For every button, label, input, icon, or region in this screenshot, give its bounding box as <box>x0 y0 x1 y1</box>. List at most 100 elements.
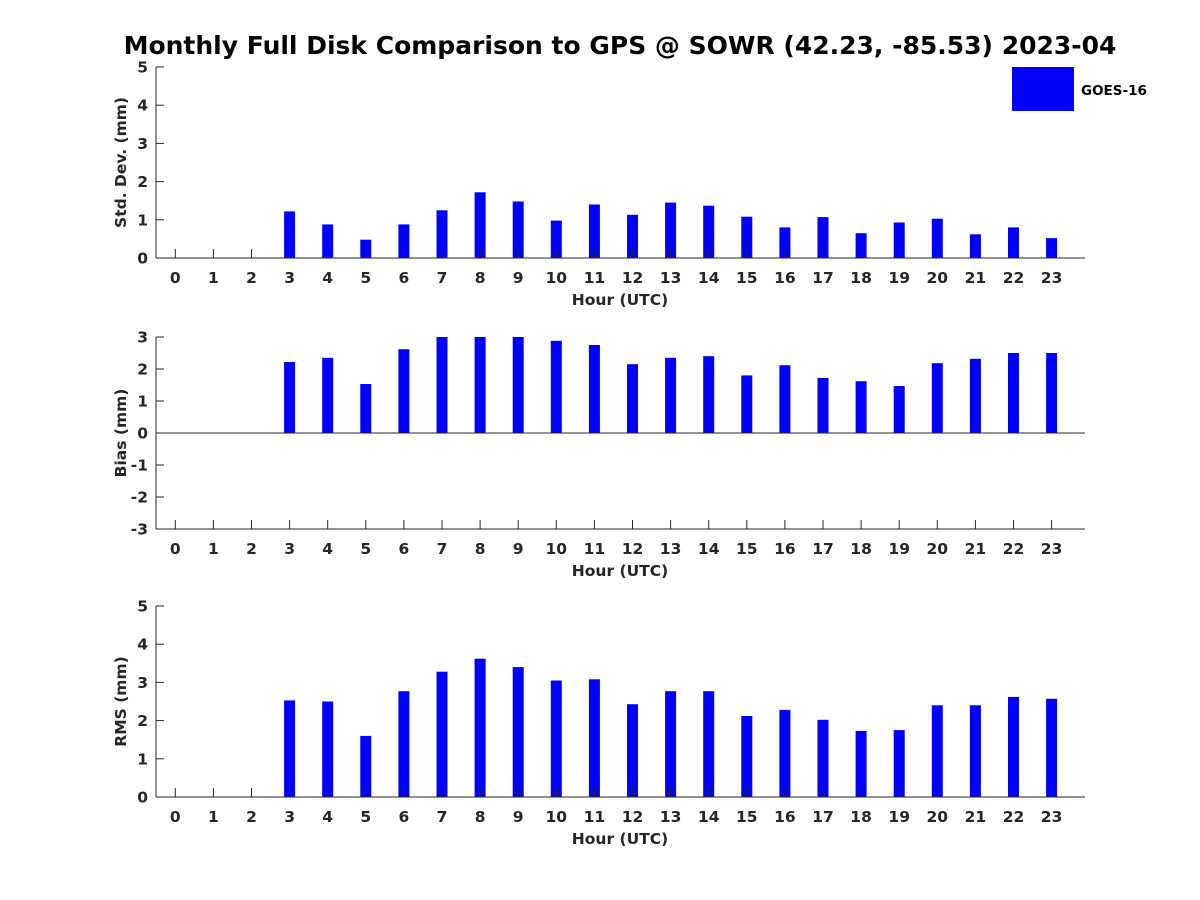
bar <box>741 716 753 797</box>
x-tick-label: 5 <box>360 269 371 287</box>
x-tick-label: 5 <box>360 808 371 826</box>
bar <box>474 337 486 433</box>
bar <box>550 680 562 797</box>
y-tick-label: 1 <box>137 211 148 229</box>
bar <box>284 700 296 797</box>
x-tick-label: 6 <box>399 269 410 287</box>
bar <box>703 691 715 797</box>
bar <box>893 386 905 433</box>
x-tick-label: 20 <box>927 269 949 287</box>
y-tick-label: 3 <box>137 674 148 692</box>
x-tick-label: 11 <box>584 808 606 826</box>
bar <box>512 667 524 797</box>
x-tick-label: 16 <box>774 540 796 558</box>
y-tick-label: 5 <box>137 59 148 77</box>
x-tick-label: 19 <box>888 269 910 287</box>
bar <box>627 704 638 797</box>
x-tick-label: 18 <box>850 808 872 826</box>
x-tick-label: 11 <box>584 269 606 287</box>
bar <box>817 378 829 433</box>
legend-swatch <box>1012 67 1074 111</box>
bar <box>855 381 867 433</box>
bar <box>665 357 677 433</box>
x-tick-label: 21 <box>965 808 987 826</box>
bar <box>284 211 296 258</box>
bar <box>969 705 981 797</box>
x-tick-label: 16 <box>774 808 796 826</box>
bar <box>322 357 334 433</box>
y-axis-label: Bias (mm) <box>112 389 130 478</box>
x-tick-label: 4 <box>322 540 333 558</box>
x-tick-label: 7 <box>437 540 448 558</box>
x-tick-label: 1 <box>208 540 219 558</box>
x-tick-label: 18 <box>850 540 872 558</box>
x-tick-label: 12 <box>622 808 644 826</box>
x-tick-label: 0 <box>170 808 181 826</box>
y-tick-label: 1 <box>137 393 148 411</box>
legend-label: GOES-16 <box>1081 83 1147 99</box>
bar <box>627 214 638 258</box>
x-tick-label: 8 <box>475 540 486 558</box>
bar <box>474 192 486 258</box>
bar <box>588 204 600 258</box>
x-tick-label: 18 <box>850 269 872 287</box>
x-tick-label: 23 <box>1041 540 1063 558</box>
bar <box>741 375 753 433</box>
y-tick-label: 5 <box>137 598 148 616</box>
bar <box>931 218 943 258</box>
x-tick-label: 16 <box>774 269 796 287</box>
x-tick-label: 11 <box>584 540 606 558</box>
x-tick-label: 23 <box>1041 269 1063 287</box>
bar <box>931 363 943 433</box>
bar <box>703 356 715 433</box>
x-tick-label: 1 <box>208 808 219 826</box>
x-tick-label: 2 <box>246 808 257 826</box>
y-tick-label: 3 <box>137 135 148 153</box>
y-tick-label: -1 <box>131 457 148 475</box>
x-tick-label: 10 <box>546 269 568 287</box>
bar <box>1008 227 1019 258</box>
x-tick-label: 21 <box>965 269 987 287</box>
y-tick-label: 2 <box>137 712 148 730</box>
bar <box>360 239 372 258</box>
bar <box>588 679 600 797</box>
y-axis-label: RMS (mm) <box>112 656 130 746</box>
y-tick-label: 2 <box>137 361 148 379</box>
bar <box>779 227 791 258</box>
x-tick-label: 3 <box>284 808 295 826</box>
y-tick-label: 4 <box>137 636 148 654</box>
chart-title: Monthly Full Disk Comparison to GPS @ SO… <box>124 31 1117 60</box>
bar <box>512 337 524 433</box>
x-axis-label: Hour (UTC) <box>572 830 668 848</box>
bar <box>1046 353 1058 433</box>
x-tick-label: 9 <box>513 540 524 558</box>
x-tick-label: 19 <box>888 540 910 558</box>
bar <box>817 719 829 797</box>
y-tick-label: -2 <box>131 489 148 507</box>
x-tick-label: 12 <box>622 540 644 558</box>
bar <box>436 671 448 797</box>
x-tick-label: 12 <box>622 269 644 287</box>
x-tick-label: 17 <box>812 808 834 826</box>
x-tick-label: 10 <box>546 540 568 558</box>
bar <box>969 358 981 433</box>
x-tick-label: 6 <box>399 540 410 558</box>
legend: GOES-16 <box>1012 67 1147 111</box>
x-tick-label: 19 <box>888 808 910 826</box>
bar <box>550 220 562 258</box>
bar <box>1046 238 1058 258</box>
bar <box>588 345 600 433</box>
x-tick-label: 20 <box>927 808 949 826</box>
x-tick-label: 17 <box>812 540 834 558</box>
x-tick-label: 3 <box>284 540 295 558</box>
x-tick-label: 2 <box>246 269 257 287</box>
x-tick-label: 0 <box>170 269 181 287</box>
bar <box>398 349 410 433</box>
x-axis-label: Hour (UTC) <box>572 562 668 580</box>
x-tick-label: 13 <box>660 540 682 558</box>
x-tick-label: 14 <box>698 269 720 287</box>
bar <box>436 210 448 259</box>
